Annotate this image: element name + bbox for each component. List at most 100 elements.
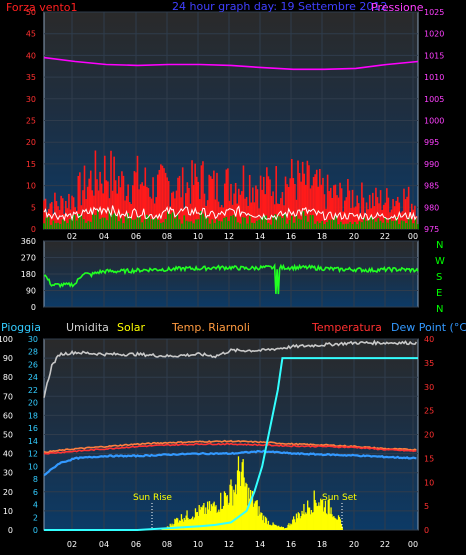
- p1-x-tick-label: 10: [193, 232, 203, 241]
- p1-x-tick-label: 22: [380, 232, 390, 241]
- p3-rain-tick-label: 18: [28, 411, 38, 420]
- solar-series: [161, 456, 343, 530]
- p3-rain-tick-label: 10: [28, 462, 38, 471]
- p3-x-tick-label: 10: [193, 540, 203, 549]
- temp-hot-label: Temp. Riarnoli: [171, 321, 250, 334]
- p1-left-tick-label: 10: [26, 182, 36, 191]
- p3-right-tick-label: 40: [424, 335, 434, 344]
- sun-set-label: Sun Set: [322, 493, 357, 503]
- p3-rain-tick-label: 20: [28, 399, 38, 408]
- rain-label: Pioggia: [1, 321, 41, 334]
- p3-x-tick-label: 04: [99, 540, 109, 549]
- p1-right-tick-label: 980: [424, 203, 439, 212]
- p3-x-tick-label: 16: [286, 540, 296, 549]
- p3-rain-tick-label: 0: [33, 526, 38, 535]
- p3-right-tick-label: 20: [424, 431, 434, 440]
- p1-x-tick-label: 12: [224, 232, 234, 241]
- p1-x-tick-label: 20: [349, 232, 359, 241]
- p1-left-tick-label: 25: [26, 117, 36, 126]
- p3-right-tick-label: 15: [424, 454, 434, 463]
- p1-x-tick-label: 00: [408, 232, 418, 241]
- p2-tick-label: 180: [21, 270, 36, 279]
- p3-rain-tick-label: 22: [28, 386, 38, 395]
- p3-left-tick-label: 50: [3, 431, 13, 440]
- p3-x-tick-label: 02: [67, 540, 77, 549]
- p3-x-tick-label: 08: [162, 540, 172, 549]
- p3-right-tick-label: 35: [424, 359, 434, 368]
- p3-right-tick-label: 5: [424, 502, 429, 511]
- p1-right-tick-label: 1000: [424, 117, 444, 126]
- p3-right-tick-label: 10: [424, 478, 434, 487]
- temperature-line: [43, 442, 417, 455]
- p3-rain-tick-label: 24: [28, 373, 38, 382]
- p1-left-tick-label: 45: [26, 30, 36, 39]
- p1-right-tick-label: 990: [424, 160, 439, 169]
- p3-x-tick-label: 22: [380, 540, 390, 549]
- p3-left-tick-label: 0: [8, 526, 13, 535]
- p3-rain-tick-label: 28: [28, 348, 38, 357]
- compass-n-top: N: [436, 240, 443, 251]
- wind-direction-line: [43, 263, 419, 295]
- p3-x-tick-label: 18: [317, 540, 327, 549]
- p3-x-tick-label: 12: [224, 540, 234, 549]
- compass-s: S: [436, 272, 442, 283]
- p3-left-tick-label: 20: [3, 488, 13, 497]
- p1-left-tick-label: 15: [26, 160, 36, 169]
- p3-rain-tick-label: 4: [33, 501, 38, 510]
- dewpoint-label: Dew Point (°C): [391, 321, 466, 334]
- p3-left-tick-label: 10: [3, 507, 13, 516]
- p3-rain-tick-label: 30: [28, 335, 38, 344]
- p3-right-tick-label: 30: [424, 383, 434, 392]
- p1-left-tick-label: 40: [26, 51, 36, 60]
- p3-x-tick-label: 14: [255, 540, 265, 549]
- p3-rain-tick-label: 8: [33, 475, 38, 484]
- p2-tick-label: 90: [26, 287, 36, 296]
- p3-left-tick-label: 70: [3, 392, 13, 401]
- p1-left-tick-label: 20: [26, 138, 36, 147]
- compass-w: W: [435, 256, 445, 267]
- p3-x-tick-label: 20: [349, 540, 359, 549]
- p2-tick-label: 360: [21, 237, 36, 246]
- p3-rain-tick-label: 26: [28, 360, 38, 369]
- p1-right-tick-label: 975: [424, 225, 439, 234]
- p3-rain-tick-label: 14: [28, 437, 38, 446]
- p3-rain-tick-label: 6: [33, 488, 38, 497]
- dewpoint-line: [43, 449, 417, 477]
- p3-right-tick-label: 25: [424, 407, 434, 416]
- p3-x-tick-label: 06: [131, 540, 141, 549]
- p1-x-tick-label: 04: [99, 232, 109, 241]
- compass-n-bottom: N: [436, 304, 443, 315]
- compass-e: E: [436, 288, 442, 299]
- p1-x-tick-label: 16: [286, 232, 296, 241]
- p3-left-tick-label: 40: [3, 450, 13, 459]
- p1-right-tick-label: 1020: [424, 30, 444, 39]
- p3-left-tick-label: 80: [3, 373, 13, 382]
- wind-avg-series: [43, 209, 419, 229]
- pressure-line: [43, 56, 419, 71]
- p1-left-tick-label: 30: [26, 95, 36, 104]
- p1-left-tick-label: 5: [31, 203, 36, 212]
- p2-tick-label: 270: [21, 254, 36, 263]
- p3-right-tick-label: 0: [424, 526, 429, 535]
- p1-left-tick-label: 50: [26, 8, 36, 17]
- humidity-label: Umidita: [66, 321, 109, 334]
- pressure-label: Pressione: [371, 1, 424, 14]
- gust-line: [43, 205, 417, 222]
- p1-right-tick-label: 1015: [424, 51, 444, 60]
- p1-left-tick-label: 0: [31, 225, 36, 234]
- p1-right-tick-label: 985: [424, 182, 439, 191]
- wind-label: Forza vento1: [6, 1, 78, 14]
- rain-line: [44, 357, 418, 531]
- p3-left-tick-label: 60: [3, 411, 13, 420]
- p1-x-tick-label: 08: [162, 232, 172, 241]
- p3-left-tick-label: 90: [3, 354, 13, 363]
- p3-rain-tick-label: 2: [33, 513, 38, 522]
- p3-x-tick-label: 00: [408, 540, 418, 549]
- p1-x-tick-label: 18: [317, 232, 327, 241]
- p1-right-tick-label: 1005: [424, 95, 444, 104]
- p1-right-tick-label: 995: [424, 138, 439, 147]
- p1-x-tick-label: 06: [131, 232, 141, 241]
- chart-title: 24 hour graph day: 19 Settembre 2012: [172, 0, 387, 13]
